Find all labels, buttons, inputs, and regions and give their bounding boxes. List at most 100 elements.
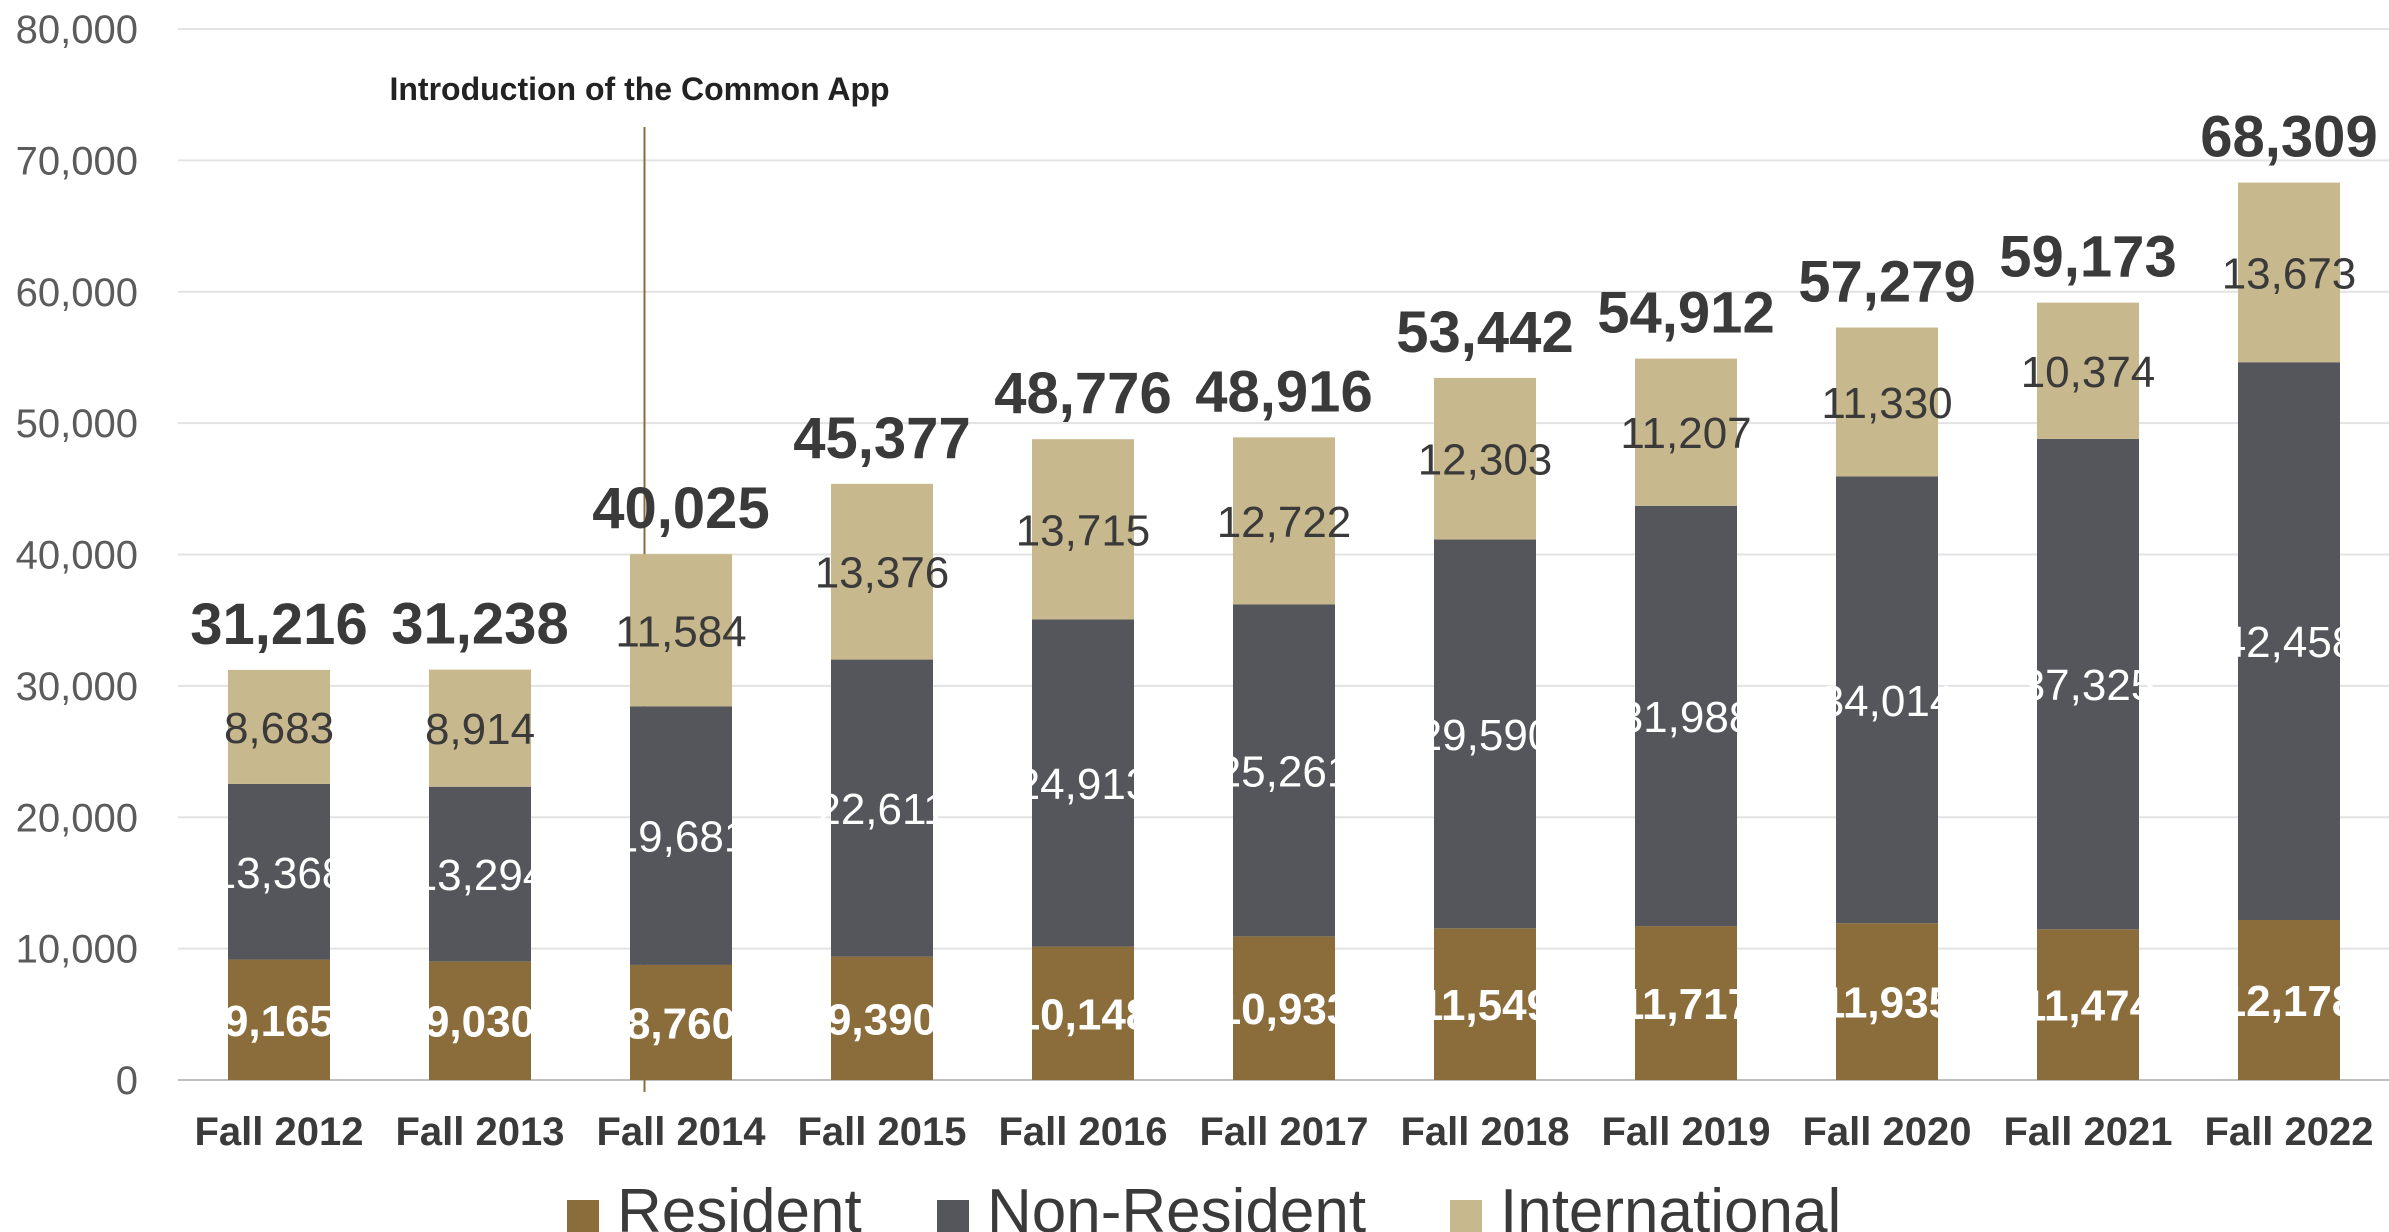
x-tick-label: Fall 2018 bbox=[1400, 1110, 1569, 1154]
bar-segment-resident bbox=[1434, 928, 1536, 1080]
bar-group: 10,933 25,261 12,722 48,916 bbox=[1195, 359, 1373, 1080]
y-tick-label: 30,000 bbox=[16, 665, 138, 709]
y-tick-label: 10,000 bbox=[16, 928, 138, 972]
bar-segment-international bbox=[2238, 182, 2340, 363]
y-tick-label: 80,000 bbox=[16, 8, 138, 52]
bar-segment-international bbox=[1032, 439, 1134, 620]
total-label: 57,279 bbox=[1798, 249, 1975, 314]
legend-swatch bbox=[1450, 1200, 1482, 1232]
data-label: 12,303 bbox=[1418, 436, 1553, 485]
bar-group: 11,717 31,988 11,207 54,912 bbox=[1597, 281, 1775, 1080]
bar-segment-international bbox=[630, 554, 732, 707]
bar-segment-resident bbox=[1836, 923, 1938, 1080]
data-label: 13,376 bbox=[815, 549, 950, 598]
legend-swatch bbox=[567, 1200, 599, 1232]
bar-segment-non-resident bbox=[2238, 362, 2340, 921]
x-tick-label: Fall 2012 bbox=[194, 1110, 363, 1154]
data-label: 13,715 bbox=[1016, 506, 1151, 555]
data-label: 24,913 bbox=[1016, 760, 1151, 809]
x-tick-label: Fall 2021 bbox=[2003, 1110, 2172, 1154]
x-tick-label: Fall 2016 bbox=[998, 1110, 1167, 1154]
data-label: 13,294 bbox=[413, 851, 548, 900]
data-label: 8,683 bbox=[224, 704, 334, 753]
legend-label: Non-Resident bbox=[987, 1177, 1366, 1232]
data-label: 11,549 bbox=[1419, 981, 1551, 1030]
data-label: 42,458 bbox=[2222, 618, 2357, 667]
data-label: 13,368 bbox=[212, 849, 347, 898]
bar-segment-resident bbox=[228, 959, 330, 1080]
data-label: 11,584 bbox=[615, 607, 746, 656]
x-tick-label: Fall 2013 bbox=[395, 1110, 564, 1154]
bar-group: 11,935 34,014 11,330 57,279 bbox=[1798, 249, 1976, 1080]
bar-group: 10,148 24,913 13,715 48,776 bbox=[994, 361, 1172, 1080]
data-label: 29,590 bbox=[1418, 711, 1553, 760]
y-tick-label: 70,000 bbox=[16, 139, 138, 183]
bar-segment-international bbox=[1635, 358, 1737, 506]
data-label: 13,673 bbox=[2222, 249, 2357, 298]
bar-segment-international bbox=[429, 669, 531, 787]
bar-segment-non-resident bbox=[1233, 604, 1335, 937]
data-label: 11,474 bbox=[2022, 982, 2155, 1031]
total-label: 45,377 bbox=[793, 406, 970, 471]
bar-segment-non-resident bbox=[630, 706, 732, 965]
legend-label: Resident bbox=[617, 1177, 862, 1232]
bar-segment-international bbox=[1233, 437, 1335, 605]
x-tick-label: Fall 2017 bbox=[1199, 1110, 1368, 1154]
data-label: 11,330 bbox=[1821, 379, 1952, 428]
legend-swatch bbox=[937, 1200, 969, 1232]
data-label: 25,261 bbox=[1217, 747, 1352, 796]
legend: Resident Non-Resident International bbox=[567, 1177, 1841, 1232]
data-label: 10,933 bbox=[1217, 985, 1352, 1034]
y-tick-label: 0 bbox=[116, 1059, 138, 1103]
bar-segment-resident bbox=[1233, 936, 1335, 1080]
total-label: 68,309 bbox=[2200, 105, 2377, 170]
data-label: 9,165 bbox=[224, 997, 334, 1046]
bars: 9,165 13,368 8,683 31,216 9,030 13,294 8,914 31… bbox=[190, 105, 2378, 1080]
data-label: 10,148 bbox=[1016, 990, 1151, 1039]
bar-segment-non-resident bbox=[1032, 619, 1134, 947]
bar-segment-international bbox=[831, 483, 933, 660]
bar-segment-non-resident bbox=[1434, 539, 1536, 929]
x-axis: Fall 2012 Fall 2013 Fall 2014 Fall 2015 Fall… bbox=[194, 1110, 2373, 1154]
bar-group: 9,165 13,368 8,683 31,216 bbox=[190, 592, 368, 1080]
bar-group: 11,549 29,590 12,303 53,442 bbox=[1396, 300, 1574, 1080]
bar-group: 9,390 22,611 13,376 45,377 bbox=[793, 406, 971, 1080]
data-label: 8,760 bbox=[626, 999, 736, 1048]
total-label: 54,912 bbox=[1597, 281, 1774, 346]
data-label: 19,681 bbox=[614, 813, 749, 862]
bar-segment-resident bbox=[831, 956, 933, 1080]
x-tick-label: Fall 2015 bbox=[797, 1110, 966, 1154]
bar-segment-non-resident bbox=[1836, 476, 1938, 924]
data-label: 12,178 bbox=[2222, 977, 2357, 1026]
data-label: 9,390 bbox=[827, 995, 937, 1044]
data-label: 31,988 bbox=[1619, 693, 1754, 742]
bar-segment-international bbox=[228, 669, 330, 784]
bar-segment-resident bbox=[429, 961, 531, 1080]
x-tick-label: Fall 2014 bbox=[596, 1110, 766, 1154]
y-axis: 0 10,000 20,000 30,000 40,000 50,000 60,000 70,… bbox=[16, 8, 138, 1103]
bar-segment-resident bbox=[2238, 920, 2340, 1080]
total-label: 31,216 bbox=[190, 592, 367, 657]
bar-segment-non-resident bbox=[1635, 505, 1737, 927]
data-label: 11,935 bbox=[1821, 979, 1953, 1028]
total-label: 48,776 bbox=[994, 361, 1171, 426]
bar-segment-resident bbox=[2037, 929, 2139, 1080]
data-label: 11,717 bbox=[1620, 980, 1752, 1029]
x-tick-label: Fall 2019 bbox=[1601, 1110, 1770, 1154]
bar-segment-non-resident bbox=[2037, 438, 2139, 930]
data-label: 22,611 bbox=[816, 785, 947, 834]
data-label: 37,325 bbox=[2021, 661, 2156, 710]
bar-group: 12,178 42,458 13,673 68,309 bbox=[2200, 105, 2378, 1080]
x-tick-label: Fall 2020 bbox=[1802, 1110, 1971, 1154]
data-label: 34,014 bbox=[1820, 677, 1955, 726]
legend-label: International bbox=[1500, 1177, 1841, 1232]
total-label: 40,025 bbox=[592, 476, 769, 541]
y-tick-label: 60,000 bbox=[16, 271, 138, 315]
total-label: 59,173 bbox=[1999, 225, 2176, 290]
data-label: 11,207 bbox=[1620, 409, 1751, 458]
data-label: 8,914 bbox=[425, 705, 535, 754]
bar-group: 9,030 13,294 8,914 31,238 bbox=[391, 592, 569, 1080]
bar-segment-non-resident bbox=[228, 783, 330, 960]
total-label: 31,238 bbox=[391, 592, 568, 657]
bar-group: 8,760 19,681 11,584 40,025 bbox=[592, 476, 770, 1080]
